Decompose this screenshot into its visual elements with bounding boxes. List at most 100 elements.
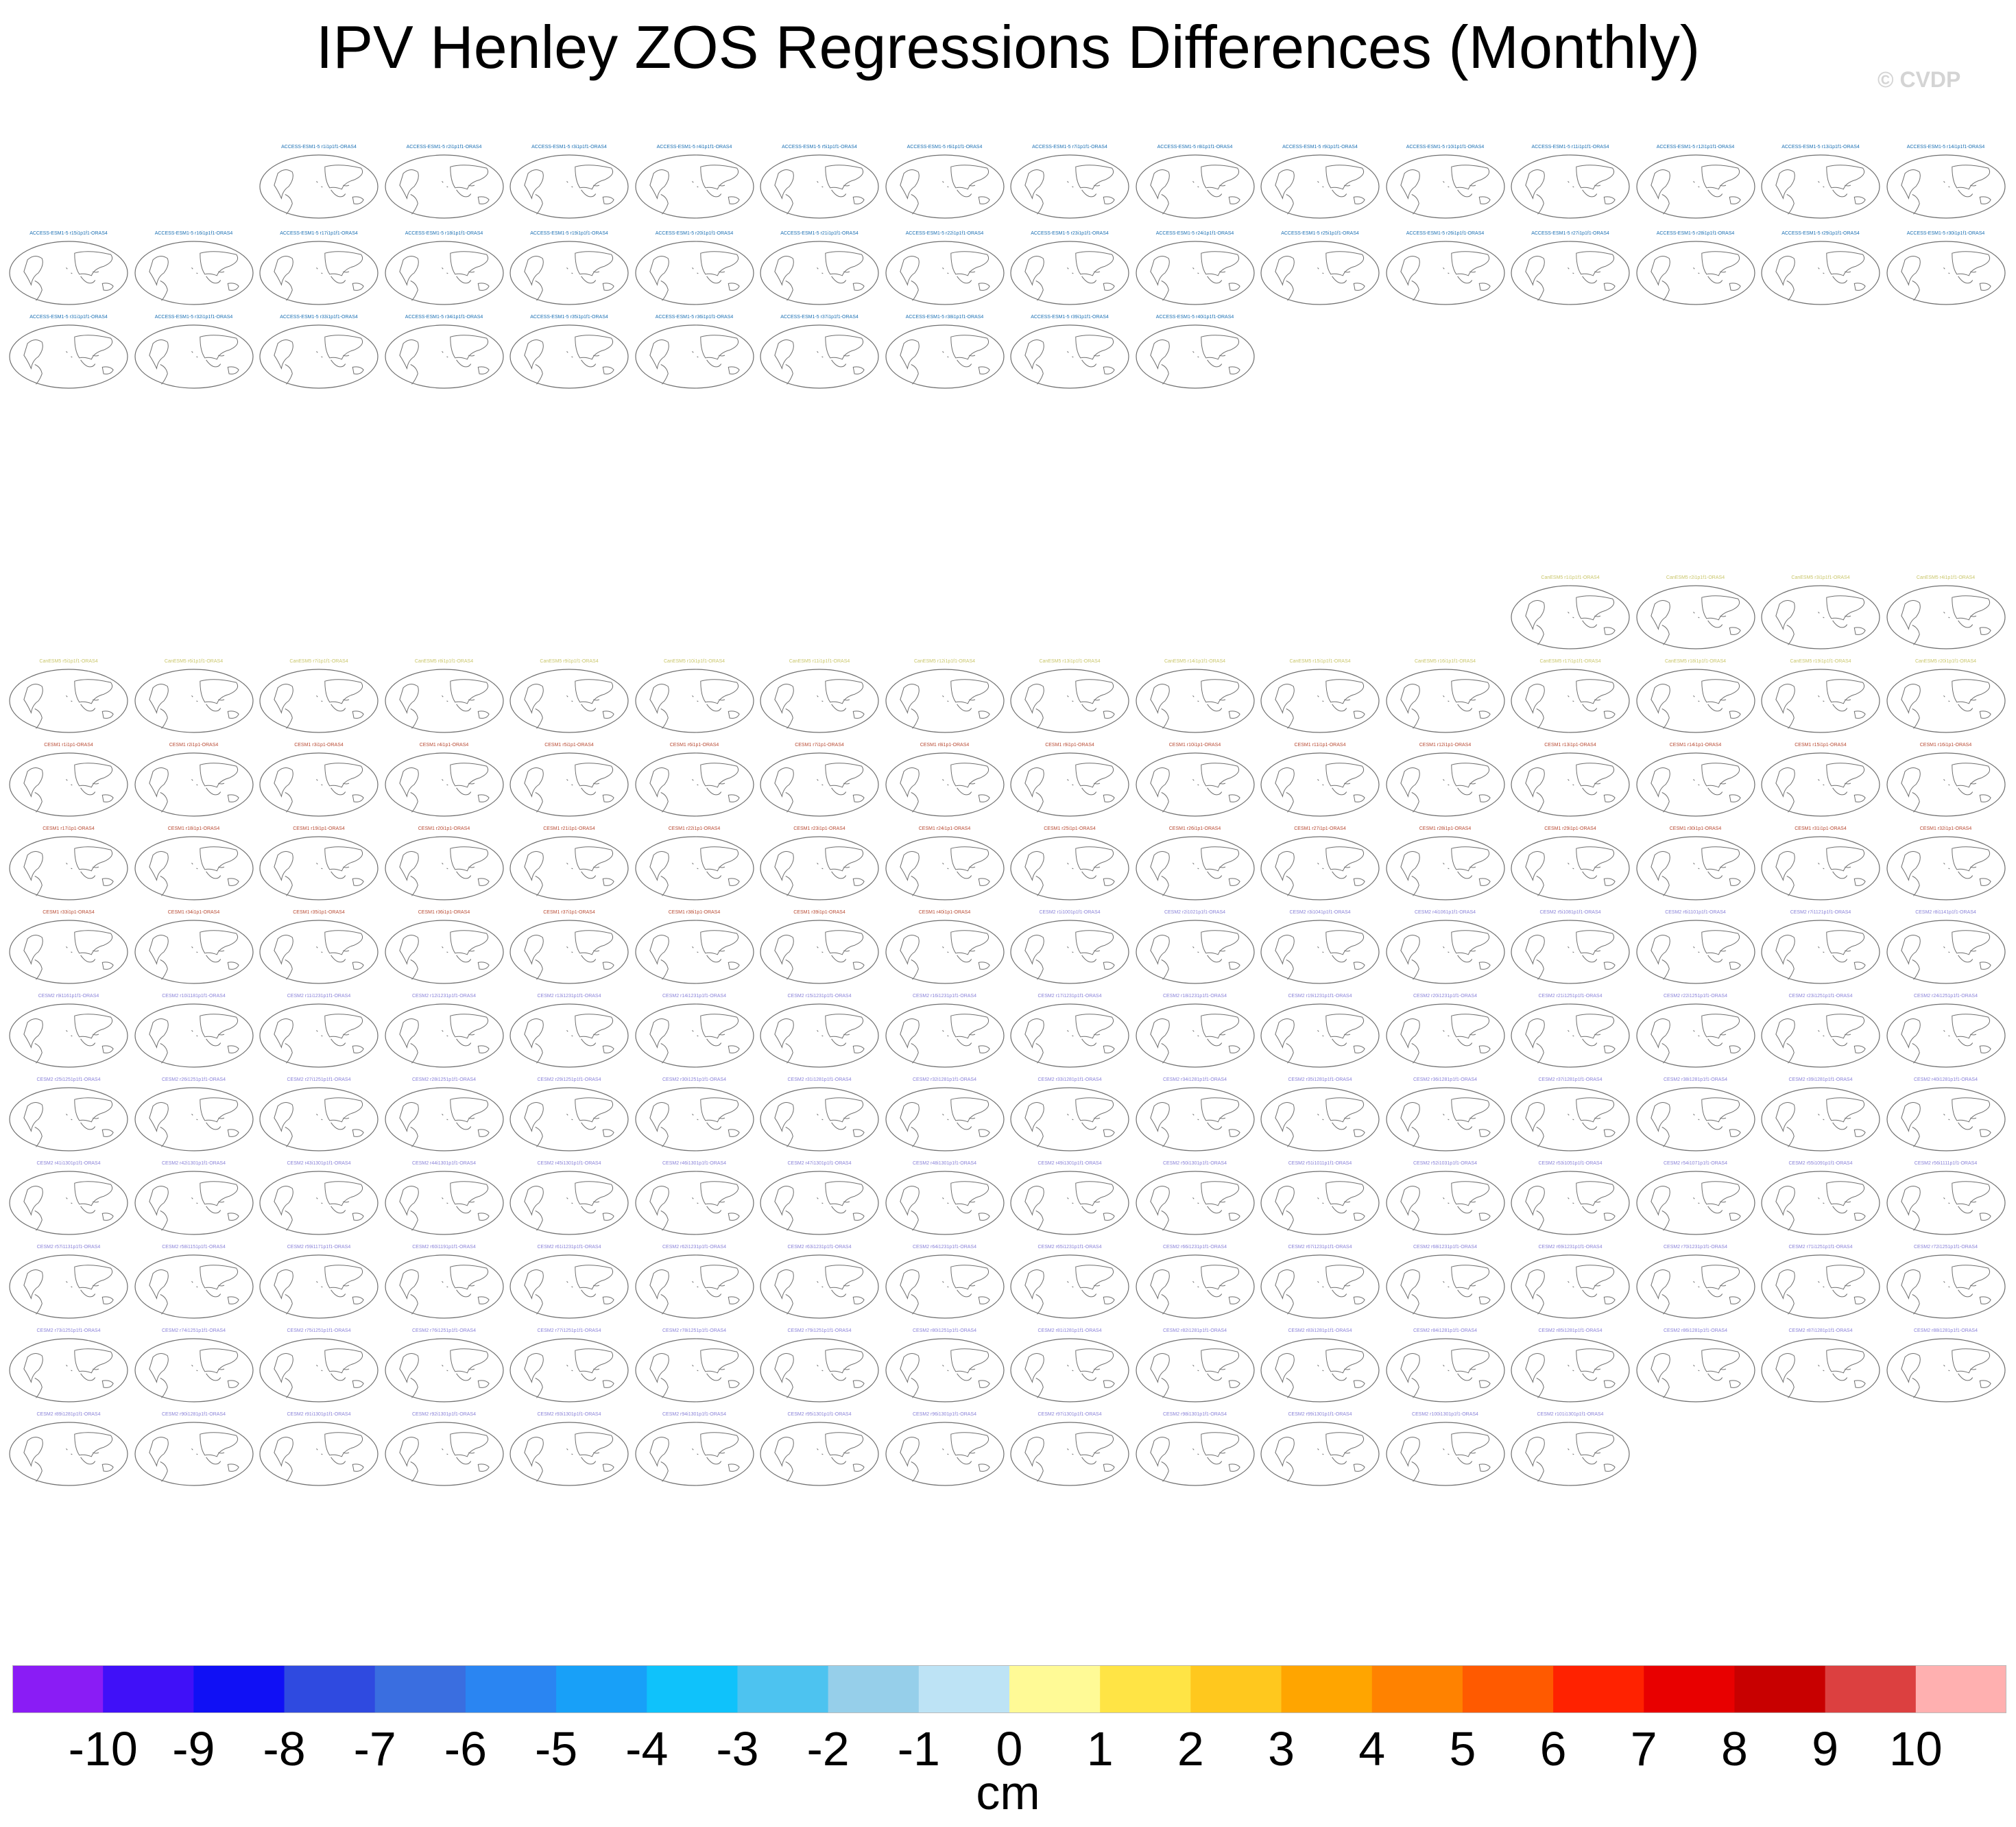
world-map-icon bbox=[1761, 669, 1880, 733]
map-panel: CESM2 r48i1301p1f1-ORAS4 bbox=[885, 1160, 1005, 1236]
colorbar-tick-label: -3 bbox=[716, 1722, 759, 1776]
panel-label: ACCESS-ESM1-5 r34i1p1f1-ORAS4 bbox=[405, 315, 483, 320]
world-map-icon bbox=[1886, 1003, 2006, 1068]
panel-label: CESM1 r19i1p1-ORAS4 bbox=[293, 826, 345, 831]
world-map-icon bbox=[885, 1171, 1005, 1235]
world-map-icon bbox=[384, 1171, 504, 1235]
panel-label: CESM2 r65i1231p1f1-ORAS4 bbox=[1037, 1245, 1102, 1250]
map-panel: CESM2 r58i1151p1f1-ORAS4 bbox=[134, 1244, 254, 1320]
panel-label: CESM1 r10i1p1-ORAS4 bbox=[1168, 743, 1221, 748]
world-map-icon bbox=[885, 1087, 1005, 1151]
world-map-icon bbox=[384, 752, 504, 817]
map-panel: CESM2 r62i1231p1f1-ORAS4 bbox=[634, 1244, 755, 1320]
panel-label: CESM2 r49i1301p1f1-ORAS4 bbox=[1037, 1161, 1102, 1166]
map-panel: CESM2 r47i1301p1f1-ORAS4 bbox=[759, 1160, 880, 1236]
world-map-icon bbox=[1511, 1087, 1630, 1151]
map-panel: CESM2 r84i1281p1f1-ORAS4 bbox=[1385, 1328, 1506, 1403]
map-panel: CESM1 r32i1p1-ORAS4 bbox=[1886, 826, 2006, 901]
world-map-icon bbox=[9, 669, 128, 733]
world-map-icon bbox=[134, 836, 254, 900]
panel-label: CESM1 r33i1p1-ORAS4 bbox=[43, 910, 95, 915]
panel-label: CESM1 r6i1p1-ORAS4 bbox=[669, 743, 719, 748]
world-map-icon bbox=[1761, 920, 1880, 984]
map-panel: ACCESS-ESM1-5 r1i1p1f1-ORAS4 bbox=[259, 144, 379, 219]
panel-label: CESM1 r21i1p1-ORAS4 bbox=[543, 826, 595, 831]
map-panel: CESM2 r94i1301p1f1-ORAS4 bbox=[634, 1411, 755, 1487]
world-map-icon bbox=[1385, 1171, 1505, 1235]
panel-label: CESM1 r18i1p1-ORAS4 bbox=[167, 826, 220, 831]
world-map-icon bbox=[509, 324, 629, 389]
panel-label: CanESM5 r19i1p1f1-ORAS4 bbox=[1790, 659, 1851, 664]
map-panel: CESM2 r42i1301p1f1-ORAS4 bbox=[134, 1160, 254, 1236]
colorbar-tick-labels: -10 -9 -8 -7 -6 -5 -4 -3 -2 -1 0 1 2 3 4 5 6 7 8 9 10 bbox=[0, 1721, 2016, 1776]
panel-label: CESM1 r4i1p1-ORAS4 bbox=[419, 743, 469, 748]
panel-label: CESM2 r75i1251p1f1-ORAS4 bbox=[287, 1328, 351, 1333]
panel-label: CESM1 r15i1p1-ORAS4 bbox=[1795, 743, 1847, 748]
world-map-icon bbox=[1135, 1003, 1255, 1068]
map-panel: CESM2 r53i1051p1f1-ORAS4 bbox=[1510, 1160, 1631, 1236]
world-map-icon bbox=[885, 241, 1005, 305]
world-map-icon bbox=[760, 1003, 879, 1068]
map-panel: CESM2 r69i1231p1f1-ORAS4 bbox=[1510, 1244, 1631, 1320]
world-map-icon bbox=[1385, 1254, 1505, 1319]
map-panel: ACCESS-ESM1-5 r39i1p1f1-ORAS4 bbox=[1009, 314, 1130, 390]
map-panel: CESM2 r4i1061p1f1-ORAS4 bbox=[1385, 909, 1506, 985]
world-map-icon bbox=[1010, 1087, 1129, 1151]
panel-label: CESM2 r17i1231p1f1-ORAS4 bbox=[1037, 994, 1102, 999]
world-map-icon bbox=[1886, 1338, 2006, 1402]
world-map-icon bbox=[1511, 1254, 1630, 1319]
panel-label: ACCESS-ESM1-5 r33i1p1f1-ORAS4 bbox=[280, 315, 358, 320]
panel-label: CESM2 r80i1251p1f1-ORAS4 bbox=[913, 1328, 976, 1333]
world-map-icon bbox=[1135, 324, 1255, 389]
colorbar-segment bbox=[556, 1665, 647, 1713]
panel-label: CanESM5 r13i1p1f1-ORAS4 bbox=[1039, 659, 1101, 664]
colorbar-tick-label: -9 bbox=[172, 1722, 215, 1776]
map-panel: ACCESS-ESM1-5 r18i1p1f1-ORAS4 bbox=[384, 230, 505, 306]
map-panel: CESM2 r88i1281p1f1-ORAS4 bbox=[1886, 1328, 2006, 1403]
panel-label: ACCESS-ESM1-5 r25i1p1f1-ORAS4 bbox=[1281, 231, 1359, 236]
map-panel: CanESM5 r11i1p1f1-ORAS4 bbox=[759, 658, 880, 734]
map-panel: CESM2 r87i1281p1f1-ORAS4 bbox=[1760, 1328, 1881, 1403]
world-map-icon bbox=[634, 1254, 754, 1319]
map-panel: CESM2 r72i1251p1f1-ORAS4 bbox=[1886, 1244, 2006, 1320]
map-panel: CanESM5 r1i1p1f1-ORAS4 bbox=[1510, 575, 1631, 650]
colorbar-segment bbox=[1281, 1665, 1373, 1713]
world-map-icon bbox=[509, 241, 629, 305]
world-map-icon bbox=[134, 1338, 254, 1402]
map-panel: CESM1 r18i1p1-ORAS4 bbox=[134, 826, 254, 901]
map-panel: CESM1 r40i1p1-ORAS4 bbox=[885, 909, 1005, 985]
panel-label: CESM2 r11i1231p1f1-ORAS4 bbox=[287, 994, 351, 999]
map-panel: CESM1 r10i1p1-ORAS4 bbox=[1135, 742, 1256, 817]
panel-label: CESM2 r41i1301p1f1-ORAS4 bbox=[36, 1161, 101, 1166]
map-panel: ACCESS-ESM1-5 r14i1p1f1-ORAS4 bbox=[1886, 144, 2006, 219]
colorbar-segment bbox=[737, 1665, 829, 1713]
map-panel: CESM2 r49i1301p1f1-ORAS4 bbox=[1009, 1160, 1130, 1236]
map-panel: CESM2 r29i1251p1f1-ORAS4 bbox=[509, 1077, 629, 1152]
world-map-icon bbox=[1010, 1254, 1129, 1319]
world-map-icon bbox=[1010, 752, 1129, 817]
world-map-icon bbox=[1635, 1171, 1755, 1235]
colorbar-tick-label: 6 bbox=[1539, 1722, 1567, 1776]
world-map-icon bbox=[384, 1422, 504, 1486]
map-panel: CESM2 r70i1231p1f1-ORAS4 bbox=[1635, 1244, 1756, 1320]
panel-label: ACCESS-ESM1-5 r24i1p1f1-ORAS4 bbox=[1155, 231, 1234, 236]
panel-label: CESM2 r82i1281p1f1-ORAS4 bbox=[1163, 1328, 1227, 1333]
panel-label: ACCESS-ESM1-5 r23i1p1f1-ORAS4 bbox=[1031, 231, 1109, 236]
map-panel: CanESM5 r2i1p1f1-ORAS4 bbox=[1635, 575, 1756, 650]
map-panel: CESM2 r7i1121p1f1-ORAS4 bbox=[1760, 909, 1881, 985]
map-panel: CESM2 r67i1231p1f1-ORAS4 bbox=[1260, 1244, 1380, 1320]
map-panel: ACCESS-ESM1-5 r7i1p1f1-ORAS4 bbox=[1009, 144, 1130, 219]
map-panel: ACCESS-ESM1-5 r23i1p1f1-ORAS4 bbox=[1009, 230, 1130, 306]
world-map-icon bbox=[134, 1254, 254, 1319]
colorbar-tick-label: 3 bbox=[1268, 1722, 1295, 1776]
colorbar-segment bbox=[1190, 1665, 1282, 1713]
panel-label: CESM2 r16i1231p1f1-ORAS4 bbox=[913, 994, 976, 999]
map-panel: CESM2 r76i1251p1f1-ORAS4 bbox=[384, 1328, 505, 1403]
map-panel: ACCESS-ESM1-5 r33i1p1f1-ORAS4 bbox=[259, 314, 379, 390]
panel-label: CESM2 r81i1281p1f1-ORAS4 bbox=[1037, 1328, 1102, 1333]
world-map-icon bbox=[634, 1338, 754, 1402]
panel-label: CESM1 r31i1p1-ORAS4 bbox=[1795, 826, 1847, 831]
world-map-icon bbox=[1135, 154, 1255, 219]
world-map-icon bbox=[1385, 1003, 1505, 1068]
world-map-icon bbox=[9, 920, 128, 984]
